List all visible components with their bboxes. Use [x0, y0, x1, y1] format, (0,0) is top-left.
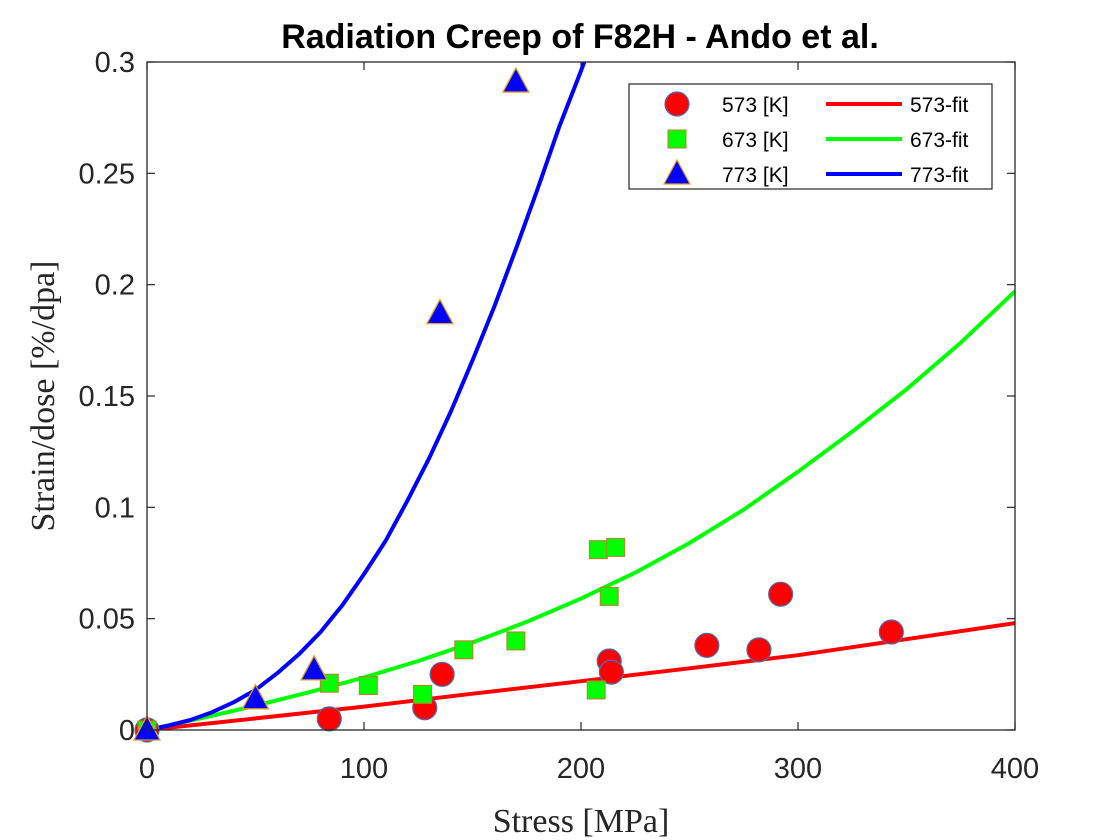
data-point-circle: [768, 581, 794, 607]
y-tick-label: 0.25: [79, 158, 135, 190]
data-point-triangle: [501, 66, 530, 93]
x-tick-label: 300: [774, 753, 822, 785]
x-tick-label: 400: [991, 753, 1039, 785]
legend-marker-square: [667, 129, 687, 149]
data-point-circle: [878, 619, 904, 645]
x-tick-label: 0: [139, 753, 155, 785]
x-tick-label: 100: [340, 753, 388, 785]
y-tick-label: 0.3: [95, 47, 135, 79]
data-point-circle: [746, 637, 772, 663]
legend-label: 673 [K]: [722, 129, 789, 152]
data-point-square: [358, 675, 378, 695]
fit-line-573-fit: [147, 621, 1015, 730]
data-point-square: [606, 537, 626, 557]
data-point-square: [599, 586, 619, 606]
data-point-circle: [429, 661, 455, 687]
legend-label: 773 [K]: [722, 164, 789, 187]
y-tick-label: 0.2: [95, 270, 135, 302]
legend-label: 673-fit: [910, 129, 969, 152]
y-tick-label: 0.1: [95, 492, 135, 524]
data-point-square: [506, 631, 526, 651]
data-point-triangle: [241, 683, 270, 710]
y-tick-label: 0: [119, 715, 135, 747]
legend-marker-triangle: [662, 158, 692, 185]
legend-label: 573-fit: [910, 94, 969, 117]
data-point-square: [413, 684, 433, 704]
legend: 573 [K] 673 [K] 773 [K] 573-fit 673-fit 773-f…: [628, 83, 993, 190]
x-tick-label: 200: [557, 753, 605, 785]
chart-title: Radiation Creep of F82H - Ando et al.: [281, 18, 879, 56]
x-axis-label: Stress [MPa]: [493, 803, 670, 840]
fit-lines: [147, 62, 1015, 730]
legend-marker-circle: [664, 91, 690, 117]
fit-line-673-fit: [147, 289, 1015, 730]
legend-label: 773-fit: [910, 164, 969, 187]
data-point-square: [588, 540, 608, 560]
data-point-circle: [598, 659, 624, 685]
y-tick-label: 0.15: [79, 381, 135, 413]
data-point-square: [454, 640, 474, 660]
plot-border: [146, 61, 1016, 731]
data-point-triangle: [299, 654, 329, 681]
axes: 0 100 200 300 400 0 0.05 0.1 0.15 0.2 0.25 0.3: [79, 47, 1040, 785]
y-axis-label: Strain/dose [%/dpa]: [25, 261, 62, 532]
legend-label: 573 [K]: [722, 94, 789, 117]
data-point-circle: [316, 706, 342, 732]
y-tick-label: 0.05: [79, 604, 135, 636]
data-point-circle: [694, 632, 720, 658]
data-point-triangle: [425, 298, 455, 325]
legend-box: [628, 83, 993, 190]
fit-line-773-fit: [147, 62, 587, 730]
data-point-square: [586, 680, 606, 700]
